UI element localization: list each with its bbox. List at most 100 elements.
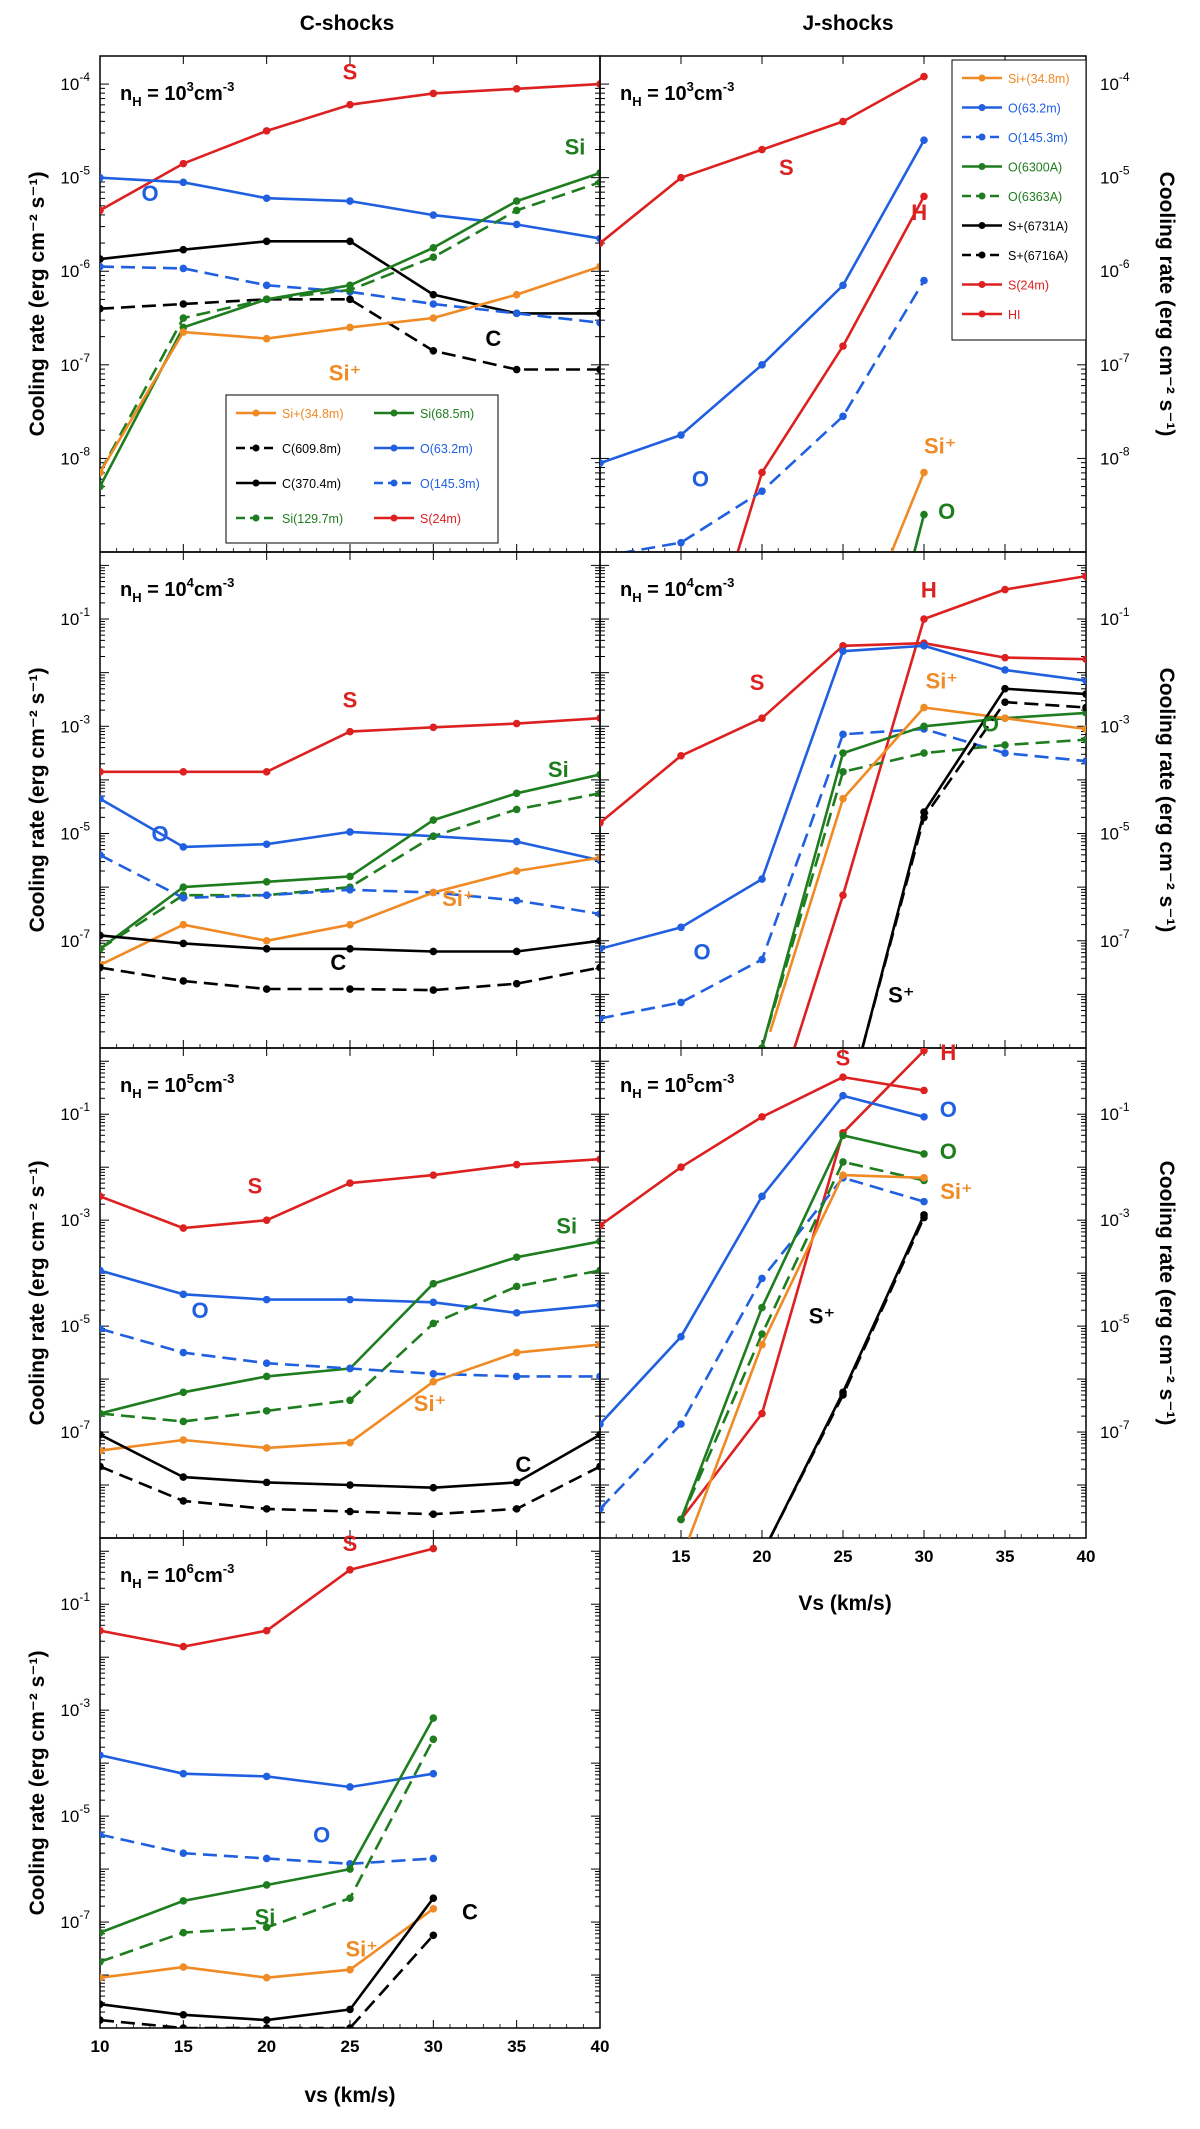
data-point-s-24m xyxy=(677,751,685,760)
data-point-o-6363a xyxy=(1082,735,1086,744)
data-point-o-145-3m xyxy=(429,300,438,308)
curve-label: O xyxy=(938,499,955,524)
curve-label: S⁺ xyxy=(888,982,914,1007)
y-axis-label-c-shocks-1: Cooling rate (erg cm⁻² s⁻¹) xyxy=(26,172,49,437)
curve-label: Si xyxy=(565,134,586,159)
legend-marker xyxy=(252,479,260,487)
curve-label: S xyxy=(750,670,765,695)
y-tick-label-right: 10-4 xyxy=(1100,70,1130,94)
data-point-o-63-2m xyxy=(429,211,438,219)
y-tick-label-left: 10-3 xyxy=(60,1206,90,1230)
curve-label: C xyxy=(462,1899,478,1924)
legend-label-s-24m: S(24m) xyxy=(420,512,461,526)
data-point-o-145-3m xyxy=(920,276,928,285)
legend-marker xyxy=(978,251,986,259)
data-point-s-24m xyxy=(920,72,928,81)
series-line-o-6363a xyxy=(760,738,1086,1048)
data-point-c-370-4m xyxy=(262,237,271,246)
curve-label: S xyxy=(248,1174,263,1199)
legend-label-si-34-8m: Si+(34.8m) xyxy=(282,407,343,421)
y-axis-label-c-shocks-4: Cooling rate (erg cm⁻² s⁻¹) xyxy=(26,1651,49,1916)
data-point-o-145-3m xyxy=(262,891,271,899)
series-line-o-6363a xyxy=(679,1160,925,1521)
data-point-o-63-2m xyxy=(677,923,685,932)
data-point-o-145-3m xyxy=(512,1372,521,1381)
data-point-o-145-3m xyxy=(100,1324,104,1333)
legend-marker xyxy=(978,163,986,170)
curve-label: H xyxy=(940,1040,956,1065)
data-point-s-24m xyxy=(429,723,438,732)
y-tick-label-right: 10-7 xyxy=(1100,927,1130,951)
data-point-si-34-8m xyxy=(920,703,928,712)
legend-label-si-129-7m: Si(129.7m) xyxy=(282,512,343,526)
legend-label-o-6363a: O(6363A) xyxy=(1008,190,1062,204)
data-point-si-129-7m xyxy=(429,253,438,262)
data-point-si-68-5m xyxy=(100,1928,104,1937)
data-point-o-6363a xyxy=(677,1515,685,1524)
data-point-hi xyxy=(758,468,766,477)
legend-marker xyxy=(252,514,260,522)
data-point-c-370-4m xyxy=(179,245,188,254)
data-point-o-6300a xyxy=(839,1131,847,1140)
data-point-c-609-8m xyxy=(100,1462,104,1471)
panel-c-shocks-nh-1e4: 10-7 10-5 10-3 10-1 nH = 104cm-3 S Si O Si⁺ C xyxy=(60,551,601,1049)
data-point-hi xyxy=(839,891,847,899)
data-point-si-34-8m xyxy=(346,1965,354,1974)
data-point-c-609-8m xyxy=(346,295,354,304)
data-point-si-68-5m xyxy=(596,770,600,779)
legend-label-o-63-2m: O(63.2m) xyxy=(1008,102,1061,116)
data-point-c-370-4m xyxy=(512,1478,521,1487)
data-point-s-24m xyxy=(100,1626,104,1635)
data-point-o-145-3m xyxy=(677,538,685,547)
curve-label: Si xyxy=(548,757,569,782)
data-point-c-609-8m xyxy=(100,2016,104,2024)
legend-label-s-6731a: S+(6731A) xyxy=(1008,220,1068,234)
data-point-s-24m xyxy=(758,714,766,723)
curve-label: C xyxy=(485,326,501,351)
data-point-c-609-8m xyxy=(179,300,188,308)
data-point-si-129-7m xyxy=(512,805,521,814)
data-point-si-34-8m xyxy=(346,1438,354,1447)
data-point-si-129-7m xyxy=(596,789,600,798)
data-point-o-63-2m xyxy=(100,1751,104,1759)
data-point-o-6300a xyxy=(920,510,928,519)
legend-label-o-145-3m: O(145.3m) xyxy=(420,477,480,491)
data-point-si-34-8m xyxy=(429,314,438,322)
y-tick-label-left: 10-5 xyxy=(60,1312,90,1336)
data-point-si-129-7m xyxy=(596,178,600,187)
data-point-c-370-4m xyxy=(179,939,188,948)
data-point-si-68-5m xyxy=(262,1372,271,1381)
y-tick-label-left: 10-1 xyxy=(60,1590,90,1614)
data-point-hi xyxy=(1001,585,1009,594)
data-point-s-24m xyxy=(600,1221,604,1230)
data-point-si-129-7m xyxy=(179,1928,188,1937)
data-point-o-145-3m xyxy=(100,851,104,859)
data-point-si-34-8m xyxy=(512,867,521,875)
density-title: nH = 105cm-3 xyxy=(620,1071,734,1101)
x-tick-label: 40 xyxy=(1077,1547,1096,1566)
data-point-o-145-3m xyxy=(262,1359,271,1367)
data-point-si-68-5m xyxy=(429,1714,438,1722)
data-point-si-34-8m xyxy=(839,1171,847,1179)
data-point-si-129-7m xyxy=(429,1319,438,1328)
data-point-hi xyxy=(920,192,928,201)
curve-label: S⁺ xyxy=(809,1303,835,1328)
data-point-c-609-8m xyxy=(100,304,104,313)
data-point-s-6731a xyxy=(1001,684,1009,693)
curve-label: O xyxy=(692,466,709,491)
data-point-s-24m xyxy=(677,1163,685,1171)
data-point-si-34-8m xyxy=(1001,714,1009,723)
x-tick-label: 20 xyxy=(257,2037,276,2056)
data-point-s-24m xyxy=(262,768,271,776)
data-point-si-68-5m xyxy=(262,877,271,886)
data-point-si-129-7m xyxy=(262,295,271,304)
panel-c-shocks-nh-1e6: 10-7 10-5 10-3 10-1 10 15 20 25 30 35 40 nH = 106cm… xyxy=(60,1531,609,2056)
data-point-s-6731a xyxy=(1082,690,1086,698)
legend-label-s-24m: S(24m) xyxy=(1008,279,1049,293)
legend-marker xyxy=(252,409,260,417)
data-point-o-145-3m xyxy=(596,1372,600,1381)
y-tick-label-left: 10-3 xyxy=(60,1696,90,1720)
data-point-o-145-3m xyxy=(179,264,188,273)
y-tick-label-right: 10-3 xyxy=(1100,712,1130,736)
data-point-s-24m xyxy=(677,173,685,182)
